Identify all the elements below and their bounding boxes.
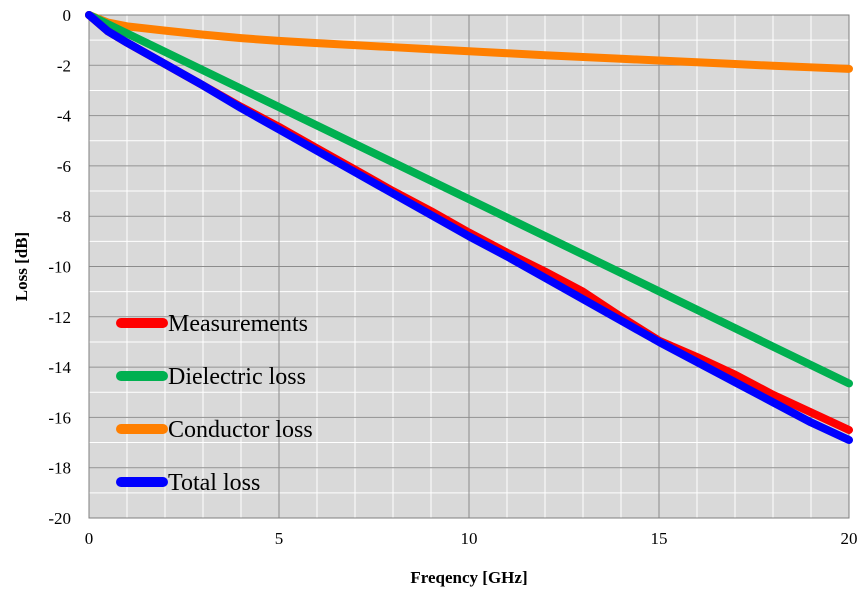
y-tick-label: -10	[48, 258, 71, 277]
x-tick-label: 0	[85, 529, 94, 548]
legend-label-dielectric-loss: Dielectric loss	[168, 364, 306, 390]
y-tick-label: -14	[48, 358, 71, 377]
y-tick-label: 0	[63, 6, 72, 25]
major-gridlines	[88, 14, 850, 519]
series-line-dielectric-loss	[85, 11, 853, 388]
y-tick-label: -6	[57, 157, 71, 176]
y-tick-label: -4	[57, 107, 72, 126]
series-line-total-loss	[85, 11, 853, 445]
x-tick-label: 10	[461, 529, 478, 548]
x-tick-label: 15	[651, 529, 668, 548]
x-axis-tick-labels: 0 5 10 15 20	[85, 529, 858, 548]
series-line-conductor-loss	[85, 11, 853, 73]
plot-border	[88, 14, 850, 519]
legend-label-conductor-loss: Conductor loss	[168, 417, 313, 443]
y-tick-label: -18	[48, 459, 71, 478]
legend-label-total-loss: Total loss	[168, 470, 260, 496]
y-tick-label: -16	[48, 408, 71, 427]
series-lines	[85, 11, 853, 445]
y-axis-title: Loss [dB]	[12, 232, 31, 301]
y-tick-label: -2	[57, 56, 71, 75]
legend-label-measurements: Measurements	[168, 311, 308, 337]
y-axis-tick-labels: 0 -2 -4 -6 -8 -10 -12 -14 -16 -18 -20	[48, 6, 71, 528]
x-axis-title: Freqency [GHz]	[410, 568, 527, 587]
x-tick-label: 20	[841, 529, 858, 548]
legend: Measurements Dielectric loss Conductor los…	[116, 311, 313, 496]
y-tick-label: -8	[57, 207, 71, 226]
y-tick-label: -20	[48, 509, 71, 528]
x-tick-label: 5	[275, 529, 284, 548]
y-tick-label: -12	[48, 308, 71, 327]
